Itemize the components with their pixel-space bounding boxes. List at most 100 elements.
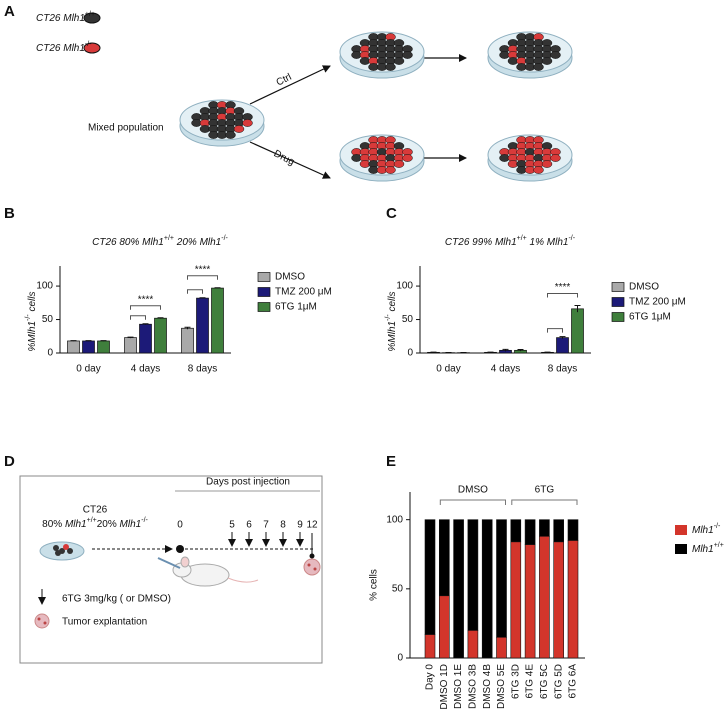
text-part: +/+: [517, 235, 527, 242]
bar-segment: [524, 544, 536, 659]
cell: [225, 131, 236, 139]
x-tick-label: 6TG 5C: [539, 664, 550, 699]
day-label: 0: [177, 520, 183, 531]
text-part: Mlh1: [63, 43, 85, 54]
cell: [533, 63, 544, 71]
endpoint-dot: [309, 553, 315, 559]
day-label: 7: [263, 520, 269, 531]
legend-label: DMSO: [629, 282, 659, 293]
group-label: 6TG: [535, 485, 555, 496]
bar: [82, 340, 95, 354]
x-tick-label: 6TG 6A: [568, 664, 579, 699]
chart-title: CT26 80% Mlh1+/+ 20% Mlh1-/-: [92, 235, 228, 248]
text-part: Mlh1: [142, 237, 164, 248]
bar: [139, 323, 152, 354]
cell: [63, 544, 69, 550]
x-tick-label: DMSO 4B: [482, 664, 493, 709]
y-tick-label: 100: [396, 281, 413, 292]
x-tick-label: 6TG 4E: [525, 664, 536, 699]
treatment-label: 6TG 3mg/kg ( or DMSO): [62, 594, 171, 605]
text-part: +/+: [85, 11, 95, 18]
text-part: Mlh1: [63, 13, 85, 24]
cell: [385, 63, 396, 71]
cell: [402, 154, 413, 162]
x-tick-label: 6TG 3D: [510, 664, 521, 699]
text-part: 20%: [174, 237, 200, 248]
text-part: %: [387, 343, 398, 352]
bar: [196, 297, 209, 354]
text-part: -/-: [221, 235, 228, 242]
group-bracket: [439, 499, 506, 505]
y-tick-label: 50: [42, 314, 54, 325]
group-bracket: [511, 499, 578, 505]
legend-swatch: [611, 312, 625, 322]
y-tick-label: 0: [407, 348, 413, 359]
text-part: Mlh1: [27, 321, 38, 343]
bar-segment: [510, 519, 522, 543]
bar-segment: [438, 595, 450, 659]
text-part: Mlh1: [495, 237, 517, 248]
bar: [154, 317, 167, 354]
text-part: +/+: [714, 542, 724, 549]
cell: [233, 125, 245, 133]
legend-swatch: [611, 282, 625, 292]
text-part: CT26: [36, 43, 63, 54]
error-bar: [70, 340, 77, 342]
bar: [181, 327, 194, 354]
bar-segment: [539, 519, 550, 537]
bracket: [130, 315, 146, 320]
bar-segment: [510, 541, 522, 659]
bar-segment: [553, 541, 565, 659]
error-bar: [214, 287, 221, 289]
y-tick-label: 100: [386, 514, 403, 525]
error-bar: [199, 297, 206, 299]
legend-swatch: [257, 302, 271, 312]
text-part: Mlh1: [387, 321, 398, 343]
bar-segment: [524, 519, 536, 545]
error-bar: [127, 336, 134, 339]
timeline-title: Days post injection: [206, 477, 290, 488]
y-tick-label: 50: [402, 314, 414, 325]
text-part: Mlh1: [65, 519, 87, 530]
panel-letter: E: [386, 453, 396, 470]
y-tick-label: 0: [47, 348, 53, 359]
significance: ****: [138, 294, 154, 305]
text-part: +/+: [164, 235, 174, 242]
bracket: [187, 275, 218, 280]
cell: [67, 548, 73, 554]
y-tick-label: 50: [392, 583, 404, 594]
text-part: 1%: [527, 237, 547, 248]
bracket: [547, 292, 578, 298]
text-part: -/-: [568, 235, 575, 242]
text-part: Mlh1: [547, 237, 569, 248]
cell: [53, 545, 59, 551]
text-part: -/-: [714, 523, 721, 530]
chart-title: CT26 99% Mlh1+/+ 1% Mlh1-/-: [445, 235, 576, 248]
bar-segment: [481, 519, 493, 659]
panel-d-frame: [19, 475, 323, 664]
bar-segment: [467, 519, 479, 631]
cell-icon: [83, 12, 101, 24]
timeline-start: [176, 545, 184, 553]
legend-label: DMSO: [275, 272, 305, 283]
cell-icon: [83, 42, 101, 54]
panel-a-arrows: [249, 54, 467, 179]
cell: [385, 166, 396, 174]
mouse: [157, 556, 259, 587]
x-tick-label: Day 0: [425, 664, 436, 691]
arrow: [249, 141, 331, 179]
x-tick-label: 4 days: [491, 364, 520, 375]
cell: [550, 51, 561, 59]
endpoint-label: Tumor explantation: [62, 617, 147, 628]
panel-letter: A: [4, 3, 15, 20]
panel-letter: D: [4, 453, 15, 470]
text-part: Mlh1: [120, 519, 142, 530]
legend-label: CT26 Mlh1+/+: [36, 11, 95, 24]
cell: [393, 57, 405, 65]
text-part: Mlh1: [200, 237, 222, 248]
significance: ****: [555, 282, 571, 293]
text-part: -/-: [85, 41, 92, 48]
bar-segment: [438, 519, 450, 597]
